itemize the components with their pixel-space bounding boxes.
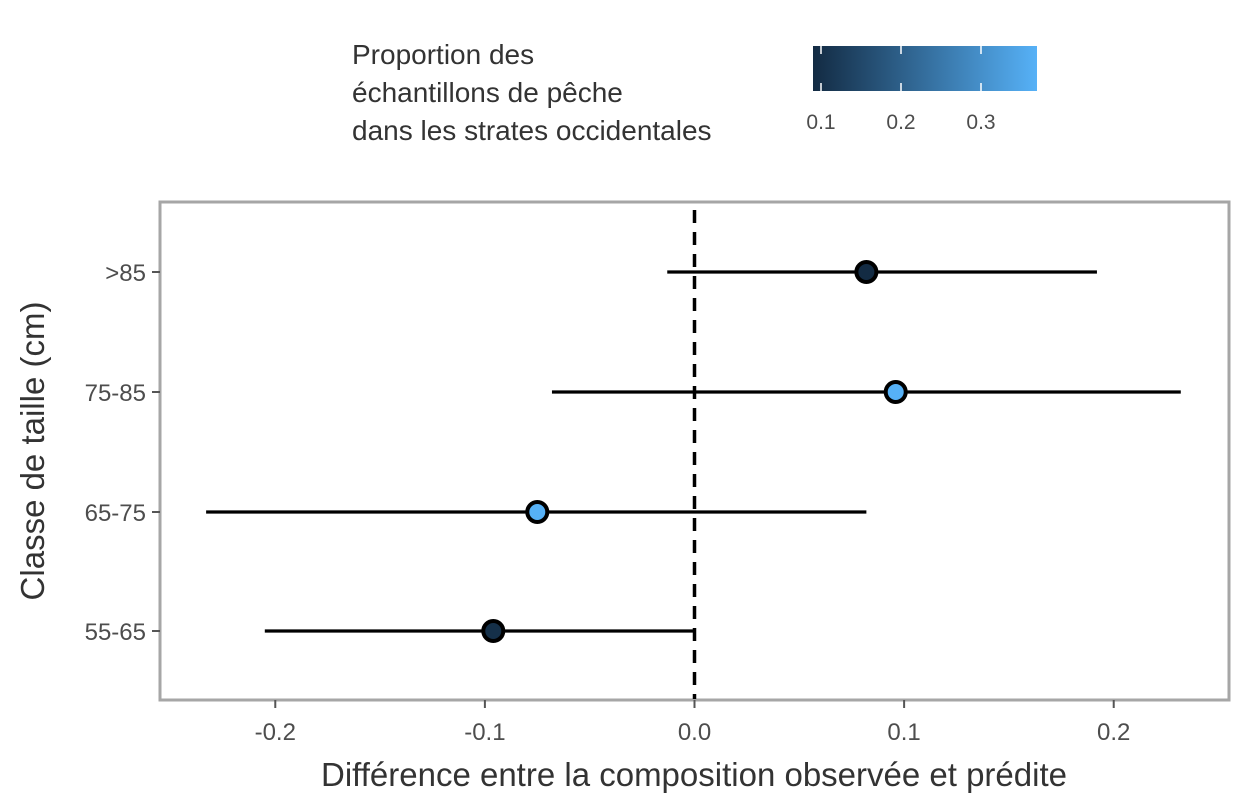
points-layer — [481, 260, 908, 643]
point->85 — [854, 260, 879, 284]
point-75-85 — [883, 380, 908, 404]
legend-title: Proportion des échantillons de pêche dan… — [352, 39, 712, 146]
y-tick-label: 75-85 — [85, 380, 146, 407]
x-tick-label: 0.1 — [887, 719, 920, 746]
point-65-75 — [525, 500, 550, 524]
legend-colorbar-ticks: 0.1 0.2 0.3 — [806, 46, 996, 134]
y-tick-label: >85 — [105, 260, 146, 287]
legend-tick-label: 0.1 — [806, 111, 835, 134]
x-tick-label: 0.2 — [1097, 719, 1130, 746]
x-tick-label: -0.1 — [464, 719, 505, 746]
y-tick-label: 55-65 — [85, 619, 146, 646]
legend-title-line-3: dans les strates occidentales — [352, 115, 712, 146]
legend: Proportion des échantillons de pêche dan… — [352, 39, 1037, 146]
y-axis: 55-65 65-75 75-85 >85 — [85, 260, 160, 646]
legend-colorbar — [813, 46, 1037, 91]
x-axis: -0.2 -0.1 0.0 0.1 0.2 — [255, 700, 1130, 746]
legend-title-line-2: échantillons de pêche — [352, 77, 623, 108]
x-tick-label: -0.2 — [255, 719, 296, 746]
y-tick-label: 65-75 — [85, 500, 146, 527]
legend-title-line-1: Proportion des — [352, 39, 534, 70]
x-axis-title: Différence entre la composition observée… — [321, 756, 1067, 793]
point-55-65 — [481, 619, 506, 643]
legend-tick-label: 0.2 — [886, 111, 915, 134]
x-tick-label: 0.0 — [678, 719, 711, 746]
y-axis-title: Classe de taille (cm) — [14, 302, 51, 601]
legend-tick-label: 0.3 — [966, 111, 995, 134]
